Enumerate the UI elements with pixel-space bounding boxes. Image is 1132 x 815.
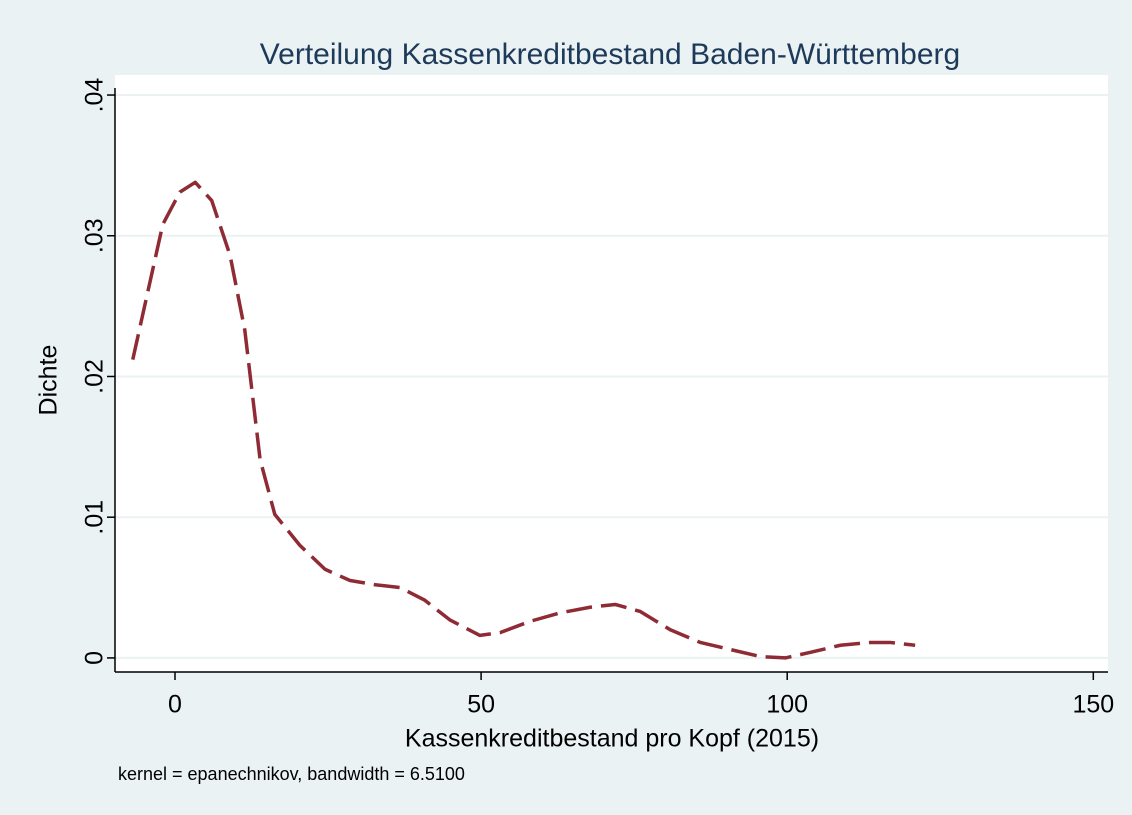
y-axis-label: Dichte [35, 345, 63, 416]
y-tick-label: .04 [81, 78, 109, 113]
x-tick-label: 0 [168, 691, 182, 719]
x-tick-label: 50 [467, 691, 495, 719]
x-axis-label: Kassenkreditbestand pro Kopf (2015) [405, 725, 819, 753]
plot-area [115, 75, 1108, 672]
x-tick-label: 100 [766, 691, 808, 719]
density-line [131, 180, 916, 660]
chart-title: Verteilung Kassenkreditbestand Baden-Wür… [260, 38, 960, 71]
x-tick-label: 150 [1072, 691, 1114, 719]
y-tick-label: .01 [81, 500, 109, 535]
y-tick-label: 0 [81, 651, 109, 665]
note: kernel = epanechnikov, bandwidth = 6.510… [118, 764, 465, 784]
y-tick-label: .03 [81, 218, 109, 253]
y-tick-label: .02 [81, 359, 109, 394]
